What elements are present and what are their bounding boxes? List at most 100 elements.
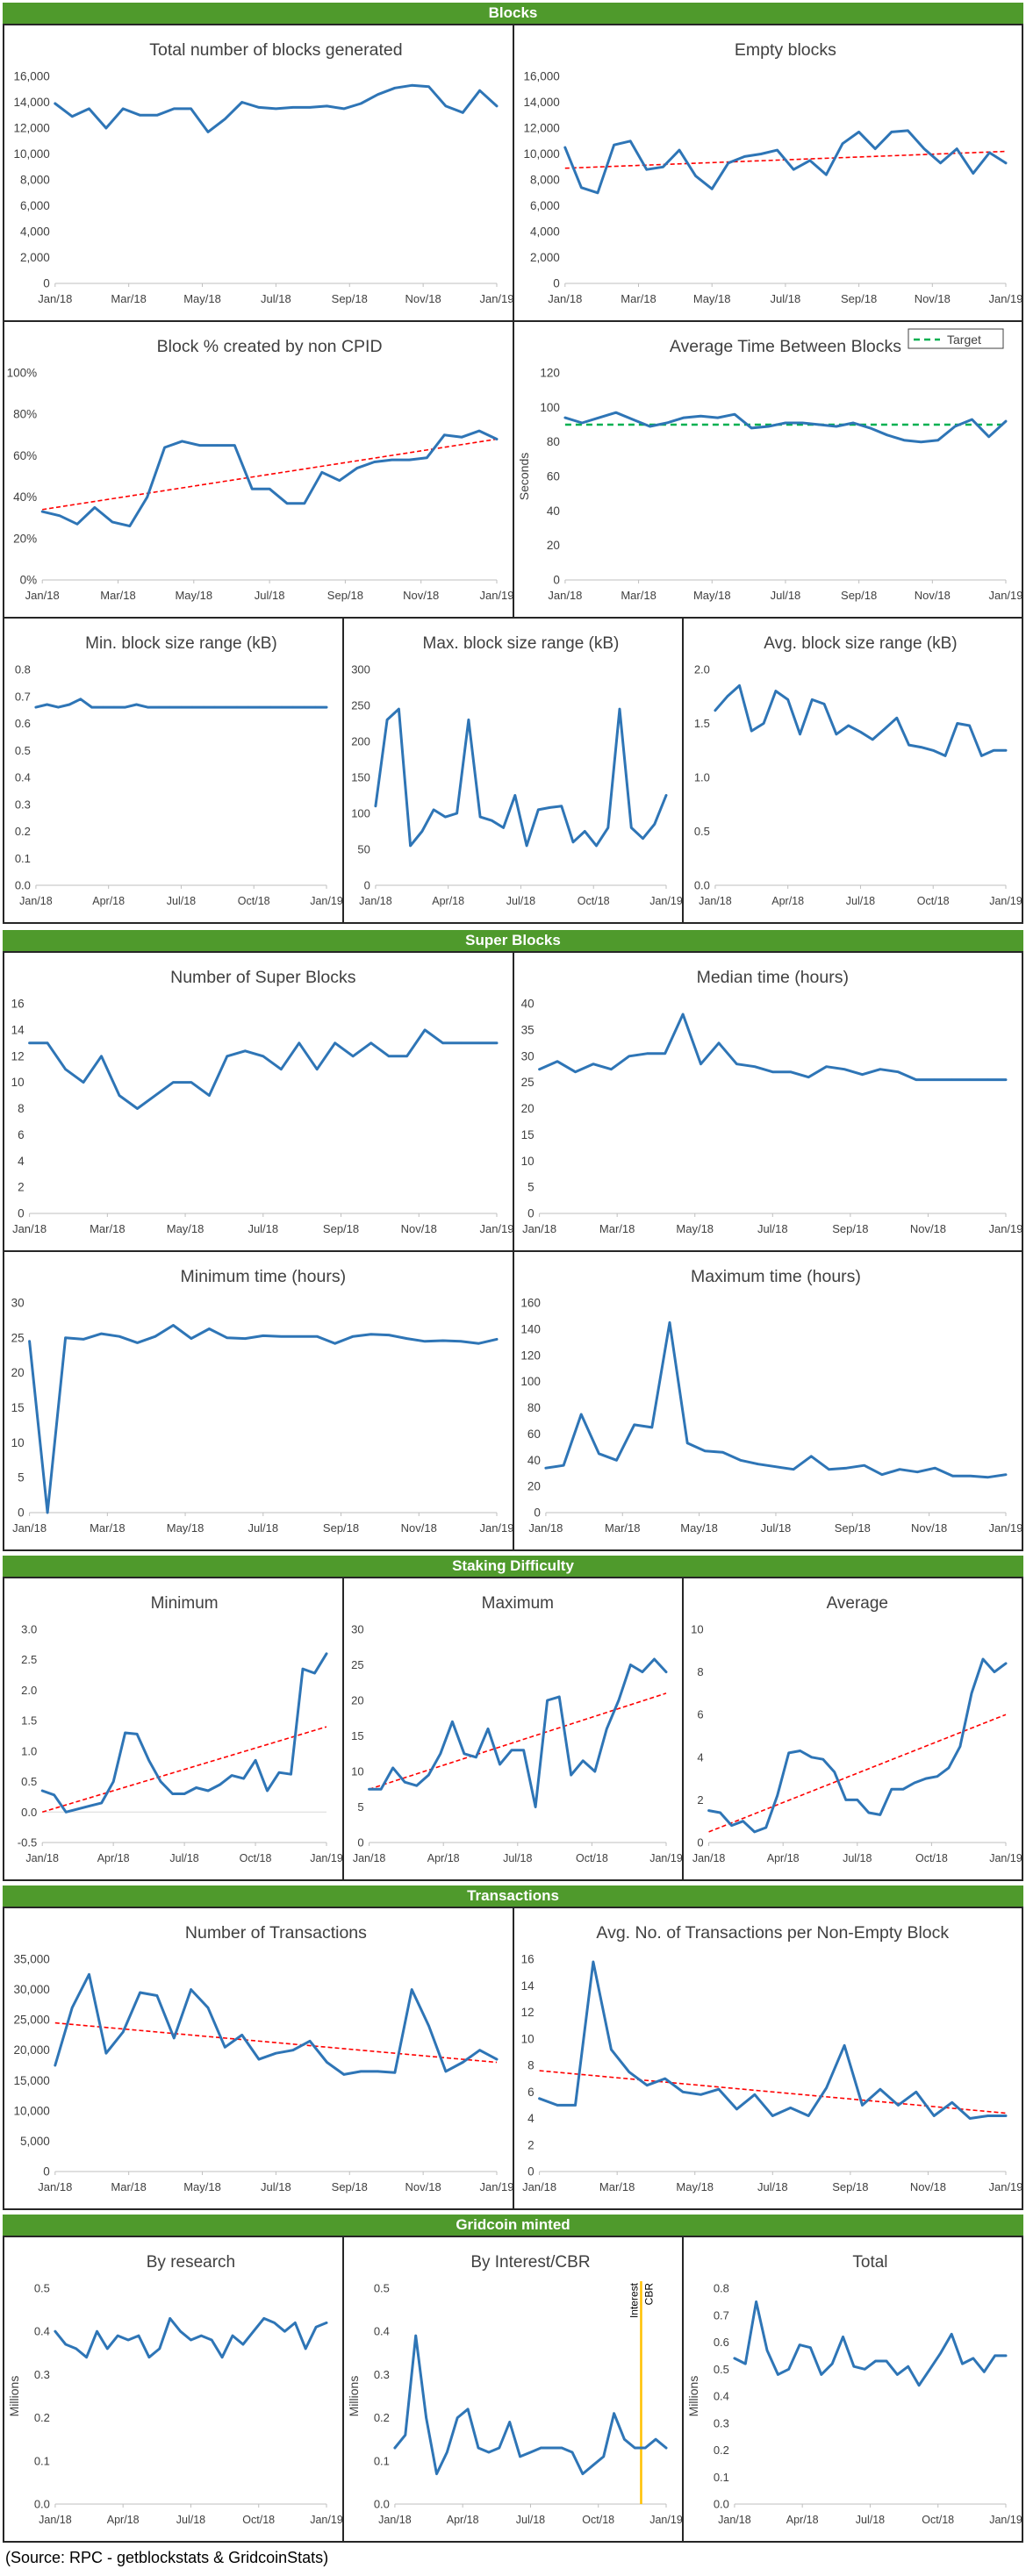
data-point <box>451 1721 454 1723</box>
x-tick-label: Jan/18 <box>12 1521 47 1535</box>
data-point <box>240 101 243 104</box>
chart-title: Avg. No. of Transactions per Non-Empty B… <box>596 1923 949 1943</box>
data-point <box>744 2362 747 2365</box>
data-point <box>644 2446 647 2450</box>
y-tick-label: 0 <box>534 1506 541 1520</box>
data-point <box>314 2326 318 2329</box>
data-point <box>159 1780 162 1783</box>
chart-title: By research <box>147 2253 235 2272</box>
data-point <box>787 2368 790 2371</box>
data-point <box>717 2088 721 2091</box>
trend-line <box>369 1692 667 1791</box>
data-point <box>895 717 898 719</box>
data-point <box>571 841 575 843</box>
data-point <box>251 488 254 490</box>
chart-title: Block % created by non CPID <box>157 337 383 356</box>
data-point <box>393 2072 397 2074</box>
data-point <box>104 2052 108 2055</box>
x-tick-label: Jul/18 <box>771 292 801 305</box>
data-point <box>929 2368 931 2371</box>
data-point <box>820 2373 822 2376</box>
y-tick-label: 0 <box>527 2165 535 2179</box>
data-point <box>847 724 850 727</box>
data-point <box>592 1063 595 1065</box>
data-point <box>275 2052 277 2055</box>
data-point <box>916 1470 919 1473</box>
data-point <box>811 698 814 701</box>
data-point <box>968 2117 972 2120</box>
chart-panel-max-block-size: Max. block size range (kB) 0 50 100 150 200 25… <box>342 617 684 924</box>
data-point <box>100 1055 103 1057</box>
chart-panel-total-minted: Total Millions 0.0 0.1 0.2 0.3 0.4 0.5 0.6 0.7 0.8… <box>682 2236 1023 2543</box>
y-tick-label: 4,000 <box>20 225 50 239</box>
data-point <box>291 2049 294 2051</box>
y-tick-label: 0 <box>527 1207 535 1220</box>
y-tick-label: 6 <box>697 1708 703 1721</box>
data-point <box>890 131 893 133</box>
data-point <box>606 826 609 829</box>
data-point <box>169 2317 171 2320</box>
y-tick-label: 8,000 <box>530 174 560 187</box>
data-point <box>444 2070 448 2073</box>
data-point <box>917 2384 921 2386</box>
data-point <box>58 514 61 517</box>
data-point <box>581 421 584 425</box>
x-tick-label: Jan/19 <box>479 1222 513 1235</box>
x-tick-label: Apr/18 <box>432 895 464 907</box>
data-point <box>755 2301 757 2303</box>
chart-panel-minimum-time: Minimum time (hours) 0 5 10 15 20 25 30 Jan/18 Ma… <box>3 1250 514 1551</box>
data-point <box>522 1749 525 1751</box>
y-tick-label: 14,000 <box>524 96 560 109</box>
y-tick-label: 100 <box>520 1375 541 1388</box>
data-point <box>1004 749 1008 752</box>
x-tick-label: Sep/18 <box>323 1521 359 1535</box>
data-point <box>393 87 397 89</box>
data-point <box>423 1340 427 1342</box>
data-point <box>629 1664 632 1666</box>
data-point <box>486 1728 490 1730</box>
series-line <box>374 707 668 848</box>
data-point <box>841 142 844 145</box>
data-point <box>313 1671 316 1675</box>
data-point <box>580 1413 583 1416</box>
data-point <box>183 1792 186 1795</box>
y-tick-label: 100 <box>351 807 370 820</box>
x-tick-label: Jan/19 <box>479 589 513 602</box>
y-tick-label: 0.0 <box>374 2498 390 2511</box>
data-point <box>173 2036 176 2040</box>
x-tick-label: Oct/18 <box>578 895 610 907</box>
y-tick-label: 100% <box>7 367 38 380</box>
data-point <box>727 161 729 164</box>
data-point <box>326 2061 328 2064</box>
chart-panel-avg-block-size: Avg. block size range (kB) 0.0 0.5 1.0 1.5 2.… <box>682 617 1023 924</box>
chart-title: Avg. block size range (kB) <box>764 634 957 653</box>
data-point <box>943 755 947 757</box>
data-point <box>391 1766 394 1770</box>
data-point <box>631 418 635 421</box>
data-point <box>466 2408 470 2410</box>
chart-svg-empty-blocks: Empty blocks 0 2,000 4,000 6,000 8,000 10,000 1… <box>524 40 1022 305</box>
x-tick-label: Apr/18 <box>427 1852 460 1864</box>
chart-panel-empty-blocks: Empty blocks 0 2,000 4,000 6,000 8,000 10,000 1… <box>513 24 1023 322</box>
data-point <box>155 114 159 117</box>
x-tick-label: Sep/18 <box>332 292 368 305</box>
data-point <box>411 1988 413 1991</box>
data-point <box>266 1789 269 1792</box>
data-point <box>933 2114 936 2117</box>
data-point <box>753 2093 757 2096</box>
data-point <box>544 1467 548 1470</box>
data-point <box>970 1692 973 1695</box>
data-point <box>420 830 424 833</box>
data-point <box>529 2451 532 2454</box>
series-line <box>368 1657 668 1808</box>
data-point <box>76 1807 79 1810</box>
chart-title: By Interest/CBR <box>470 2253 590 2272</box>
data-point <box>653 1657 656 1661</box>
x-tick-label: Nov/18 <box>915 589 951 602</box>
data-point <box>224 118 226 120</box>
chart-svg-num-super-blocks: Number of Super Blocks 0 2 4 6 8 10 12 14 16 Jan/1… <box>11 968 513 1235</box>
y-tick-label: -0.5 <box>18 1836 37 1850</box>
data-point <box>137 2334 140 2337</box>
data-point <box>540 2446 542 2450</box>
data-point <box>427 2024 430 2028</box>
